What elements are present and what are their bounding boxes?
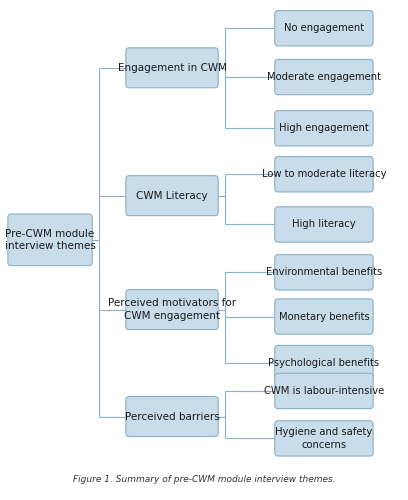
Text: Psychological benefits: Psychological benefits: [268, 358, 379, 368]
Text: High literacy: High literacy: [292, 220, 356, 230]
Text: Pre-CWM module
interview themes: Pre-CWM module interview themes: [4, 228, 95, 251]
Text: Perceived motivators for
CWM engagement: Perceived motivators for CWM engagement: [108, 298, 236, 321]
Text: Perceived barriers: Perceived barriers: [124, 412, 220, 422]
FancyBboxPatch shape: [126, 396, 218, 436]
FancyBboxPatch shape: [275, 254, 373, 290]
Text: Engagement in CWM: Engagement in CWM: [118, 63, 226, 73]
FancyBboxPatch shape: [275, 346, 373, 380]
FancyBboxPatch shape: [275, 374, 373, 408]
Text: Environmental benefits: Environmental benefits: [266, 268, 382, 278]
Text: Figure 1. Summary of pre-CWM module interview themes.: Figure 1. Summary of pre-CWM module inte…: [73, 474, 335, 484]
FancyBboxPatch shape: [126, 290, 218, 330]
Text: CWM is labour-intensive: CWM is labour-intensive: [264, 386, 384, 396]
FancyBboxPatch shape: [275, 420, 373, 456]
FancyBboxPatch shape: [275, 110, 373, 146]
FancyBboxPatch shape: [275, 299, 373, 334]
Text: Hygiene and safety
concerns: Hygiene and safety concerns: [275, 427, 373, 450]
Text: No engagement: No engagement: [284, 23, 364, 33]
Text: Low to moderate literacy: Low to moderate literacy: [262, 170, 386, 179]
FancyBboxPatch shape: [275, 10, 373, 46]
FancyBboxPatch shape: [275, 60, 373, 94]
FancyBboxPatch shape: [275, 156, 373, 192]
Text: High engagement: High engagement: [279, 123, 369, 133]
FancyBboxPatch shape: [8, 214, 92, 266]
FancyBboxPatch shape: [126, 176, 218, 216]
Text: Monetary benefits: Monetary benefits: [279, 312, 369, 322]
FancyBboxPatch shape: [126, 48, 218, 88]
Text: Moderate engagement: Moderate engagement: [267, 72, 381, 82]
FancyBboxPatch shape: [275, 207, 373, 242]
Text: CWM Literacy: CWM Literacy: [136, 190, 208, 200]
